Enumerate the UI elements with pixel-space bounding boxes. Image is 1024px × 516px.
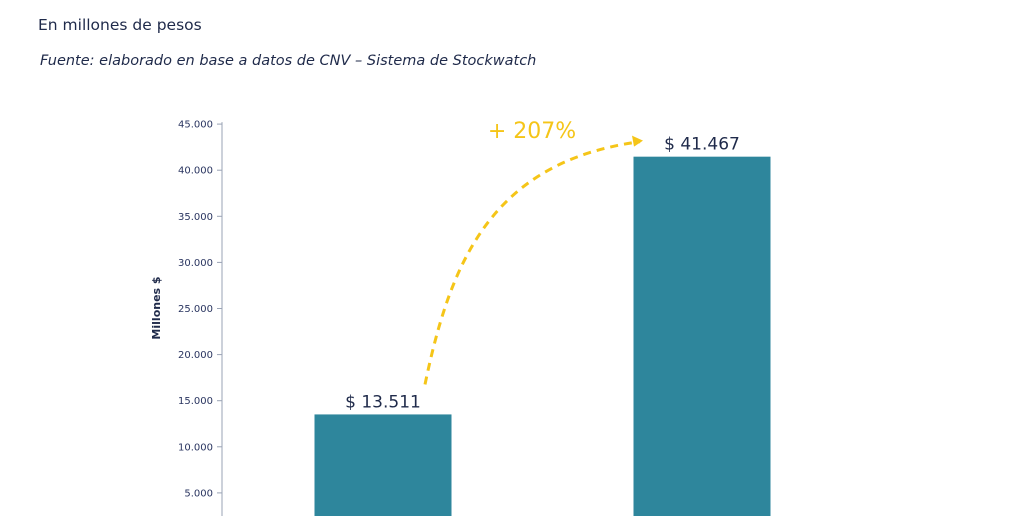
y-tick-label: 10.000 bbox=[178, 442, 213, 453]
growth-label: + 207% bbox=[488, 119, 576, 144]
bars: $ 13.511 $ 41.467 bbox=[314, 135, 771, 516]
y-tick-label: 20.000 bbox=[178, 350, 213, 361]
y-tick-label: 35.000 bbox=[178, 212, 213, 223]
y-tick-label: 15.000 bbox=[178, 396, 213, 407]
y-tick-label: 25.000 bbox=[178, 304, 213, 315]
growth-annotation: + 207% bbox=[423, 119, 643, 385]
y-tick-label: 5.000 bbox=[184, 488, 213, 499]
bar bbox=[314, 414, 452, 516]
y-tick-label: 40.000 bbox=[178, 166, 213, 177]
y-tick-label: 45.000 bbox=[178, 120, 213, 131]
growth-arrowhead bbox=[632, 135, 643, 147]
bar-data-label: $ 13.511 bbox=[345, 392, 421, 412]
y-axis-label: Millones $ bbox=[150, 276, 163, 339]
bar bbox=[633, 156, 771, 516]
bar-data-label: $ 41.467 bbox=[664, 135, 740, 155]
chart-subtitle: En millones de pesos bbox=[38, 16, 202, 34]
y-axis: 5.000 10.000 15.000 20.000 25.000 30.000 35.00… bbox=[150, 120, 223, 516]
chart-source: Fuente: elaborado en base a datos de CNV… bbox=[40, 53, 537, 69]
y-tick-label: 30.000 bbox=[178, 258, 213, 269]
growth-arrow bbox=[423, 140, 641, 385]
